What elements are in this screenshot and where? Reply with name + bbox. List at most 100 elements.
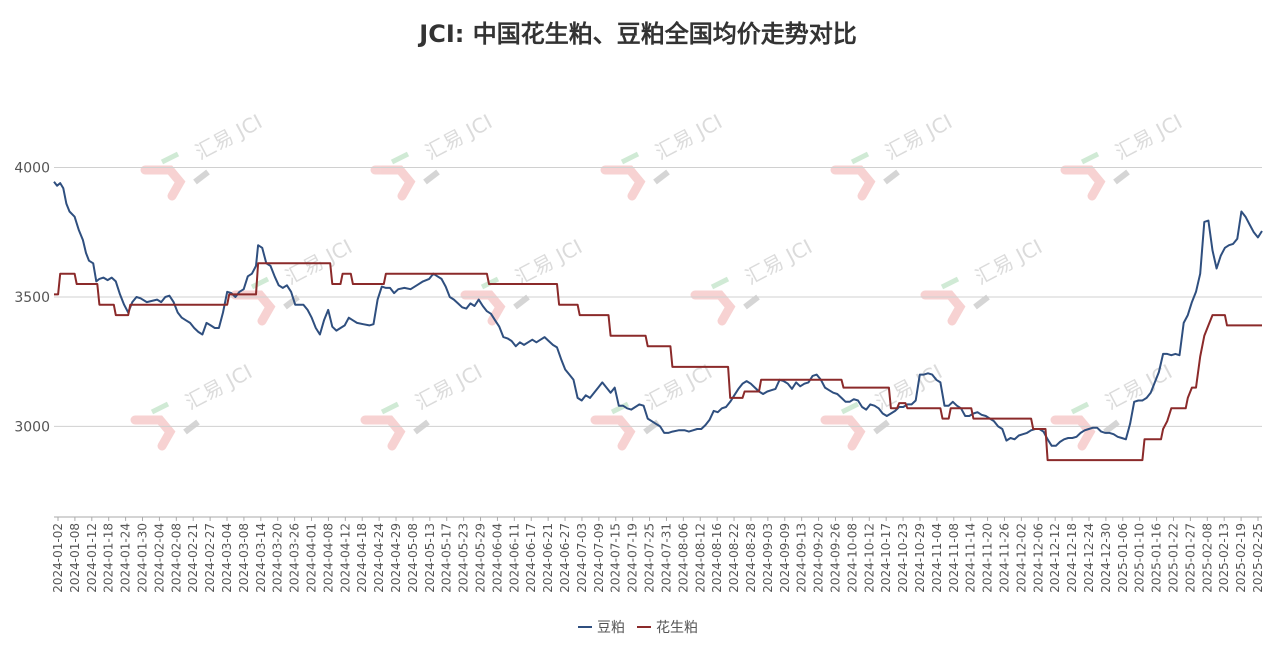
legend-swatch-peanutmeal bbox=[637, 626, 651, 628]
x-tick-label: 2024-05-13 bbox=[423, 523, 437, 593]
x-tick-label: 2024-06-21 bbox=[541, 523, 555, 593]
x-tick-label: 2024-07-09 bbox=[592, 523, 606, 593]
x-tick-label: 2024-11-04 bbox=[930, 523, 944, 593]
legend-swatch-soymeal bbox=[578, 626, 592, 628]
x-tick-label: 2025-02-19 bbox=[1234, 523, 1248, 593]
x-tick-label: 2024-02-08 bbox=[169, 523, 183, 593]
x-tick-label: 2024-09-13 bbox=[795, 523, 809, 593]
x-tick-label: 2024-03-20 bbox=[271, 523, 285, 593]
x-tick-label: 2024-05-08 bbox=[406, 523, 420, 593]
x-tick-label: 2024-12-02 bbox=[1014, 523, 1028, 593]
watermark-text: 汇易 JCI bbox=[181, 359, 256, 414]
series-lines bbox=[53, 181, 1263, 462]
x-tick-label: 2025-01-22 bbox=[1166, 523, 1180, 593]
x-tick-label: 2024-05-29 bbox=[474, 523, 488, 593]
x-tick-label: 2024-08-22 bbox=[727, 523, 741, 593]
x-tick-label: 2025-02-08 bbox=[1200, 523, 1214, 593]
x-tick-label: 2024-11-20 bbox=[981, 523, 995, 593]
x-tick-label: 2024-07-15 bbox=[609, 523, 623, 593]
watermarks: 汇易 JCI 汇易 JCI 汇易 JCI 汇易 JCI 汇易 JCI 汇易 JCI 汇易 J… bbox=[130, 109, 1186, 451]
x-tick-label: 2024-09-20 bbox=[812, 523, 826, 593]
y-tick-label: 3000 bbox=[14, 419, 50, 435]
watermark-text: 汇易 JCI bbox=[191, 109, 266, 164]
watermark-logo: 汇易 JCI bbox=[230, 234, 356, 326]
x-tick-label: 2024-03-08 bbox=[237, 523, 251, 593]
x-tick-label: 2024-01-30 bbox=[136, 523, 150, 593]
x-tick-label: 2024-04-18 bbox=[355, 523, 369, 593]
y-axis-ticks: 3000 3500 4000 bbox=[14, 161, 50, 436]
legend-label-soymeal: 豆粕 bbox=[597, 620, 625, 636]
watermark-text: 汇易 JCI bbox=[881, 109, 956, 164]
x-tick-label: 2024-09-09 bbox=[778, 523, 792, 593]
x-tick-label: 2024-08-16 bbox=[710, 523, 724, 593]
y-tick-label: 3500 bbox=[14, 290, 50, 306]
x-tick-label: 2024-08-28 bbox=[744, 523, 758, 593]
legend-item-soymeal[interactable]: 豆粕 bbox=[578, 617, 625, 637]
watermark-text: 汇易 JCI bbox=[421, 109, 496, 164]
x-tick-label: 2024-08-06 bbox=[676, 523, 690, 593]
x-tick-label: 2024-10-08 bbox=[845, 523, 859, 593]
x-tick-label: 2025-02-13 bbox=[1217, 523, 1231, 593]
x-tick-label: 2024-12-06 bbox=[1031, 523, 1045, 593]
watermark-text: 汇易 JCI bbox=[1101, 359, 1176, 414]
x-tick-label: 2024-10-17 bbox=[879, 523, 893, 593]
x-tick-label: 2024-05-17 bbox=[440, 523, 454, 593]
x-tick-label: 2024-11-14 bbox=[964, 523, 978, 593]
x-tick-label: 2024-10-23 bbox=[896, 523, 910, 593]
watermark-text: 汇易 JCI bbox=[411, 359, 486, 414]
watermark-logo: 汇易 JCI bbox=[690, 234, 816, 326]
legend: 豆粕 花生粕 bbox=[0, 617, 1276, 637]
chart-title: JCI: 中国花生粕、豆粕全国均价走势对比 bbox=[419, 20, 857, 48]
x-tick-label: 2024-12-18 bbox=[1065, 523, 1079, 593]
x-tick-label: 2024-02-27 bbox=[203, 523, 217, 593]
watermark-text: 汇易 JCI bbox=[651, 109, 726, 164]
x-tick-label: 2024-01-12 bbox=[85, 523, 99, 593]
x-tick-label: 2024-07-31 bbox=[659, 523, 673, 593]
x-tick-label: 2025-01-10 bbox=[1133, 523, 1147, 593]
watermark-logo: 汇易 JCI bbox=[590, 359, 716, 451]
x-tick-label: 2024-02-21 bbox=[186, 523, 200, 593]
x-tick-label: 2024-08-12 bbox=[693, 523, 707, 593]
x-tick-label: 2024-01-02 bbox=[51, 523, 65, 593]
x-tick-label: 2024-04-24 bbox=[372, 523, 386, 593]
watermark-logo: 汇易 JCI bbox=[370, 109, 496, 201]
x-axis: 2024-01-02 2024-01-08 2024-01-12 2024-01-18… bbox=[51, 516, 1265, 593]
watermark-logo: 汇易 JCI bbox=[1060, 109, 1186, 201]
x-tick-label: 2024-04-01 bbox=[305, 523, 319, 593]
watermark-text: 汇易 JCI bbox=[281, 234, 356, 289]
x-tick-label: 2024-09-03 bbox=[761, 523, 775, 593]
watermark-logo: 汇易 JCI bbox=[130, 359, 256, 451]
x-tick-label: 2024-03-04 bbox=[220, 523, 234, 593]
x-tick-label: 2024-04-12 bbox=[338, 523, 352, 593]
legend-item-peanutmeal[interactable]: 花生粕 bbox=[637, 617, 698, 637]
x-tick-label: 2024-03-26 bbox=[288, 523, 302, 593]
y-tick-label: 4000 bbox=[14, 161, 50, 177]
gridlines bbox=[54, 167, 1262, 427]
x-tick-label: 2025-02-25 bbox=[1251, 523, 1265, 593]
watermark-logo: 汇易 JCI bbox=[360, 359, 486, 451]
watermark-logo: 汇易 JCI bbox=[920, 234, 1046, 326]
watermark-logo: 汇易 JCI bbox=[600, 109, 726, 201]
x-tick-label: 2024-06-17 bbox=[524, 523, 538, 593]
x-tick-label: 2024-01-24 bbox=[119, 523, 133, 593]
x-tick-label: 2024-11-26 bbox=[997, 523, 1011, 593]
watermark-logo: 汇易 JCI bbox=[830, 109, 956, 201]
x-tick-label: 2024-06-11 bbox=[507, 523, 521, 593]
watermark-text: 汇易 JCI bbox=[1111, 109, 1186, 164]
x-tick-label: 2024-12-12 bbox=[1048, 523, 1062, 593]
watermark-text: 汇易 JCI bbox=[741, 234, 816, 289]
watermark-text: 汇易 JCI bbox=[971, 234, 1046, 289]
x-tick-label: 2024-07-03 bbox=[575, 523, 589, 593]
x-tick-label: 2024-10-29 bbox=[913, 523, 927, 593]
x-tick-label: 2024-10-12 bbox=[862, 523, 876, 593]
x-tick-label: 2025-01-27 bbox=[1183, 523, 1197, 593]
x-tick-label: 2024-11-08 bbox=[947, 523, 961, 593]
x-tick-label: 2024-12-24 bbox=[1082, 523, 1096, 593]
x-tick-label: 2024-07-19 bbox=[626, 523, 640, 593]
x-tick-label: 2024-12-30 bbox=[1099, 523, 1113, 593]
series-line-peanutmeal bbox=[54, 262, 1262, 462]
x-tick-label: 2024-01-18 bbox=[102, 523, 116, 593]
x-tick-label: 2025-01-06 bbox=[1116, 523, 1130, 593]
x-tick-label: 2024-07-25 bbox=[643, 523, 657, 593]
